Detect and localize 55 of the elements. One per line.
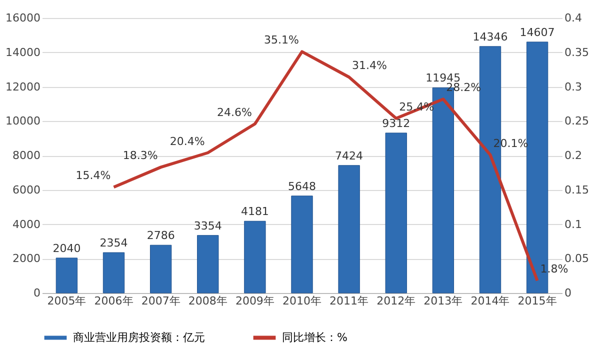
bar (102, 252, 125, 294)
y2-tick-label: 0.4 (564, 12, 582, 24)
y2-tick-label: 0.15 (564, 183, 589, 196)
data-label: 20.4% (170, 134, 205, 148)
x-tick-label: 2007年 (141, 294, 180, 308)
data-label: 2354 (100, 236, 128, 250)
bar (197, 235, 219, 294)
x-tick-label: 2014年 (470, 294, 510, 308)
y-tick-label: 8000 (12, 149, 40, 162)
data-label: 2040 (52, 242, 81, 255)
y2-tick-label: 0.25 (564, 114, 589, 128)
y2-tick-label: 0 (564, 286, 572, 300)
x-tick-label: 2008年 (188, 294, 228, 308)
bar (385, 132, 407, 294)
data-label: 24.6% (216, 106, 252, 119)
data-label: 3354 (194, 219, 222, 232)
x-tick-label: 2010年 (282, 294, 322, 308)
legend-label: 商业营业用房投资额：亿元 (73, 330, 205, 344)
data-label: 14607 (520, 26, 555, 39)
data-label: 7424 (335, 149, 364, 162)
x-tick-label: 2011年 (330, 294, 369, 308)
legend-label: 同比增长：% (282, 330, 348, 344)
data-label: 15.4% (76, 169, 111, 182)
data-label: 9312 (382, 116, 410, 130)
y-tick-label: 4000 (12, 218, 40, 231)
y-tick-label: 16000 (6, 12, 40, 24)
data-label: 14346 (472, 30, 508, 44)
x-tick-label: 2013年 (424, 294, 463, 308)
bar (338, 165, 360, 294)
y-tick-label: 12000 (6, 80, 40, 94)
x-tick-label: 2012年 (376, 294, 416, 308)
y2-tick-label: 0.1 (564, 218, 582, 231)
x-tick-label: 2009年 (235, 294, 274, 308)
x-tick-label: 2015年 (518, 294, 557, 308)
y2-tick-label: 0.2 (564, 149, 582, 162)
bar (291, 196, 313, 294)
data-label: 2786 (146, 229, 175, 242)
bar (150, 244, 172, 294)
y2-tick-label: 0.35 (564, 46, 589, 59)
y-tick-label: 6000 (12, 183, 40, 196)
y2-tick-label: 0.3 (564, 80, 582, 94)
x-tick-label: 2006年 (94, 294, 134, 308)
bar (244, 220, 266, 294)
x-tick-label: 2005年 (47, 294, 86, 308)
data-label: 18.3% (122, 149, 158, 162)
data-label: 5648 (288, 180, 316, 193)
y-tick-label: 14000 (6, 46, 40, 59)
bar (56, 258, 78, 294)
y-tick-label: 10000 (6, 114, 40, 128)
data-label: 35.1% (264, 34, 299, 47)
y-tick-label: 2000 (12, 252, 40, 266)
y-tick-label: 0 (34, 286, 40, 300)
y2-tick-label: 0.05 (564, 252, 589, 266)
data-label: 4181 (240, 205, 269, 218)
data-label: 31.4% (352, 59, 388, 72)
